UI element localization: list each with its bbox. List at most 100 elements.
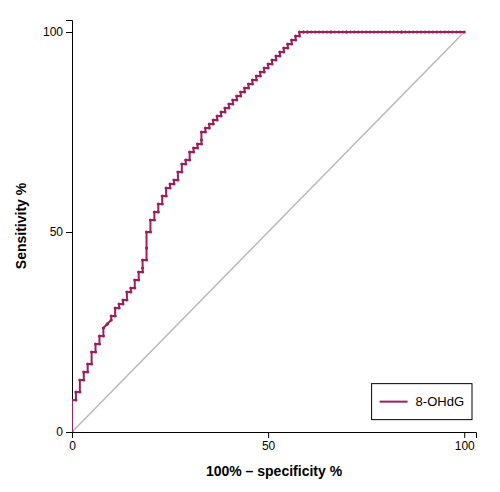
- marker: [376, 30, 379, 33]
- marker: [82, 378, 85, 381]
- marker: [74, 398, 77, 401]
- marker: [290, 38, 293, 41]
- marker: [247, 86, 250, 89]
- y-tick-label: 0: [56, 425, 63, 439]
- marker: [184, 158, 187, 161]
- marker: [196, 142, 199, 145]
- marker: [176, 178, 179, 181]
- marker: [353, 30, 356, 33]
- marker: [157, 202, 160, 205]
- marker: [216, 114, 219, 117]
- marker: [259, 74, 262, 77]
- x-tick-label: 0: [69, 439, 76, 453]
- marker: [396, 30, 399, 33]
- marker: [435, 30, 438, 33]
- marker: [306, 30, 309, 33]
- marker: [286, 42, 289, 45]
- marker: [325, 30, 328, 33]
- marker: [141, 270, 144, 273]
- marker: [204, 130, 207, 133]
- marker: [447, 30, 450, 33]
- marker: [400, 30, 403, 33]
- x-tick: 50: [262, 432, 276, 453]
- legend-swatch: [380, 401, 408, 403]
- marker: [141, 258, 144, 261]
- y-tick-mark: [66, 232, 72, 233]
- marker: [278, 54, 281, 57]
- marker: [192, 146, 195, 149]
- marker: [212, 122, 215, 125]
- marker: [270, 62, 273, 65]
- x-axis-title: 100% – specificity %: [206, 463, 343, 479]
- series-markers: [72, 30, 466, 432]
- legend-label: 8-OHdG: [416, 394, 464, 409]
- marker: [180, 162, 183, 165]
- marker: [267, 66, 270, 69]
- marker: [161, 194, 164, 197]
- marks: [72, 30, 466, 432]
- marker: [337, 30, 340, 33]
- y-tick-label: 100: [43, 25, 63, 39]
- marker: [192, 150, 195, 153]
- marker: [400, 30, 403, 33]
- marker: [223, 110, 226, 113]
- marker: [294, 34, 297, 37]
- marker: [98, 342, 101, 345]
- marker: [137, 270, 140, 273]
- marker: [102, 334, 105, 337]
- x-tick-mark: [464, 432, 465, 438]
- marker: [408, 30, 411, 33]
- marker: [157, 210, 160, 213]
- x-axis: 050100: [69, 432, 476, 453]
- y-tick: 50: [50, 225, 72, 239]
- marker: [74, 390, 77, 393]
- marker: [153, 210, 156, 213]
- marker: [302, 30, 305, 33]
- marker: [227, 106, 230, 109]
- marker: [239, 90, 242, 93]
- reference-line: [72, 32, 464, 432]
- marker: [196, 146, 199, 149]
- marker: [345, 30, 348, 33]
- marker: [125, 290, 128, 293]
- marker: [90, 362, 93, 365]
- marker: [251, 78, 254, 81]
- marker: [239, 94, 242, 97]
- marker: [231, 102, 234, 105]
- y-axis-line: [66, 21, 73, 433]
- marker: [106, 322, 109, 325]
- plot-area: 050100050100100% – specificity %Sensitiv…: [13, 21, 477, 480]
- marker: [255, 74, 258, 77]
- marker: [94, 350, 97, 353]
- marker: [267, 62, 270, 65]
- marker: [423, 30, 426, 33]
- y-axis-title: Sensitivity %: [13, 182, 29, 269]
- marker: [243, 86, 246, 89]
- marker: [78, 390, 81, 393]
- marker: [349, 30, 352, 33]
- marker: [298, 30, 301, 33]
- marker: [388, 30, 391, 33]
- marker: [427, 30, 430, 33]
- marker: [133, 278, 136, 281]
- y-tick-mark: [66, 32, 72, 33]
- marker: [223, 106, 226, 109]
- marker: [212, 118, 215, 121]
- marker: [235, 94, 238, 97]
- marker: [384, 30, 387, 33]
- marker: [102, 326, 105, 329]
- marker: [416, 30, 419, 33]
- marker: [219, 110, 222, 113]
- marker: [168, 186, 171, 189]
- marker: [333, 30, 336, 33]
- marker: [459, 30, 462, 33]
- marker: [439, 30, 442, 33]
- marker: [117, 306, 120, 309]
- marker: [204, 126, 207, 129]
- marker: [247, 82, 250, 85]
- marker: [161, 202, 164, 205]
- marker: [145, 230, 148, 233]
- marker: [318, 30, 321, 33]
- series-line: [72, 32, 464, 432]
- marker: [149, 218, 152, 221]
